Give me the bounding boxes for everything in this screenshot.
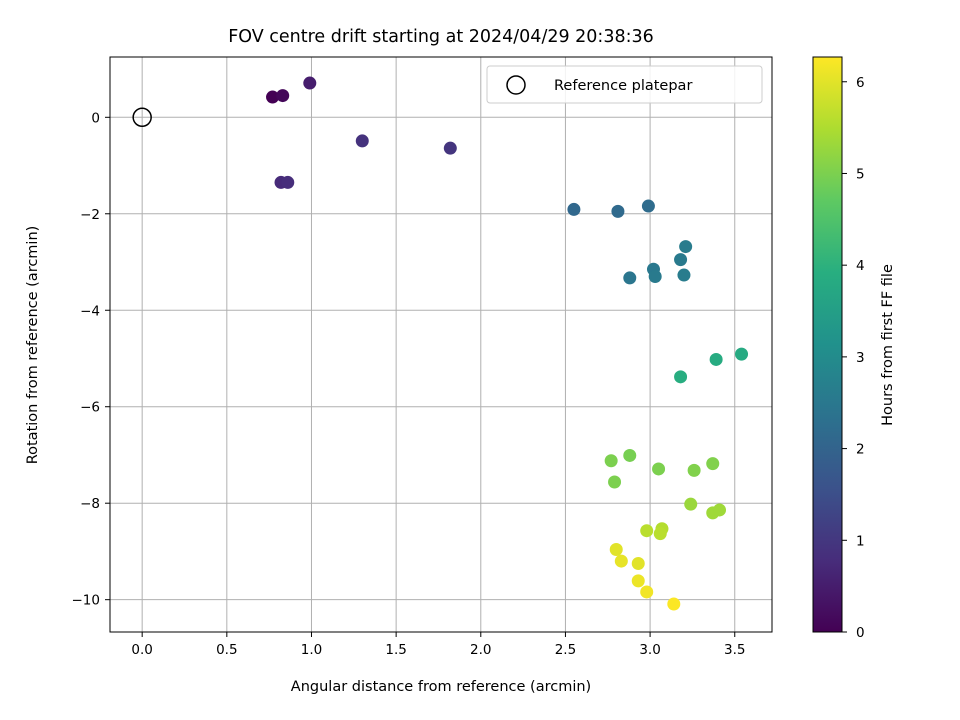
legend-box	[486, 65, 763, 104]
x-tick-label: 2.5	[555, 642, 576, 658]
data-point	[709, 352, 723, 366]
colorbar-label: Hours from first FF file	[880, 264, 896, 426]
data-point	[567, 202, 581, 216]
colorbar-tick-label: 5	[856, 166, 865, 182]
x-tick-label: 0.5	[216, 642, 237, 658]
data-point	[684, 497, 698, 511]
colorbar-tick-label: 4	[856, 258, 865, 274]
legend-entry-reference-platepar: Reference platepar	[554, 78, 692, 94]
data-point	[640, 585, 654, 599]
data-point	[631, 574, 645, 588]
colorbar-ticks: 0 1 2 3 4 5 6	[842, 75, 865, 641]
legend: Reference platepar	[486, 65, 763, 104]
colorbar-gradient	[812, 56, 843, 633]
data-point	[641, 199, 655, 213]
data-point	[640, 524, 654, 538]
y-tick-label: −10	[72, 593, 101, 609]
data-point	[653, 527, 667, 541]
data-point	[609, 543, 623, 557]
y-tick-label: −6	[80, 400, 100, 416]
data-point	[443, 141, 457, 155]
data-point	[713, 503, 727, 517]
reference-platepar-marker	[132, 107, 152, 128]
colorbar-tick-label: 1	[856, 533, 865, 549]
colorbar: 0 1 2 3 4 5 6 Hours from first FF file	[812, 56, 896, 641]
data-point	[266, 90, 280, 104]
y-tick-label: −4	[80, 303, 100, 319]
x-tick-label: 1.0	[301, 642, 322, 658]
chart-title: FOV centre drift starting at 2024/04/29 …	[228, 27, 654, 47]
data-point	[648, 269, 662, 283]
data-point	[679, 240, 693, 254]
x-tick-label: 1.5	[385, 642, 406, 658]
data-point	[623, 448, 637, 462]
data-point	[706, 457, 720, 471]
legend-marker-icon	[506, 75, 526, 95]
data-point	[735, 347, 749, 361]
scatter-points	[266, 76, 749, 611]
y-axis-label: Rotation from reference (arcmin)	[25, 226, 41, 465]
data-point	[276, 89, 290, 103]
x-axis: 0.0 0.5 1.0 1.5 2.0 2.5 3.0 3.5	[131, 632, 745, 658]
data-point	[623, 271, 637, 285]
grid	[110, 57, 772, 632]
data-point	[687, 463, 701, 477]
y-tick-label: −2	[80, 207, 100, 223]
y-tick-label: −8	[80, 496, 100, 512]
y-tick-label: 0	[91, 110, 100, 126]
colorbar-tick-label: 3	[856, 350, 865, 366]
data-point	[608, 475, 622, 489]
data-point	[611, 204, 625, 218]
data-point	[674, 253, 688, 267]
y-axis: 0 −2 −4 −6 −8 −10	[72, 110, 110, 609]
colorbar-tick-label: 6	[856, 75, 865, 91]
plot-frame	[109, 56, 773, 633]
data-point	[677, 268, 691, 282]
data-point	[674, 370, 688, 384]
data-point	[614, 554, 628, 568]
x-tick-label: 3.0	[639, 642, 660, 658]
x-tick-label: 3.5	[724, 642, 745, 658]
x-tick-label: 2.0	[470, 642, 491, 658]
data-point	[303, 76, 317, 90]
colorbar-tick-label: 2	[856, 442, 865, 458]
data-point	[281, 175, 295, 189]
x-axis-label: Angular distance from reference (arcmin)	[291, 679, 591, 695]
data-point	[355, 134, 369, 148]
data-point	[604, 454, 618, 468]
data-point	[667, 597, 681, 611]
data-point	[631, 557, 645, 571]
x-tick-label: 0.0	[131, 642, 152, 658]
data-point	[652, 462, 666, 476]
colorbar-tick-label: 0	[856, 625, 865, 641]
